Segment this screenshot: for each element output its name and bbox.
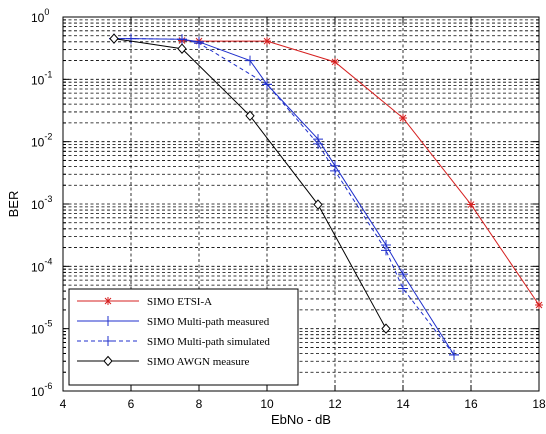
legend-item: SIMO Multi-path measured	[77, 316, 270, 328]
x-tick-label: 10	[260, 397, 274, 411]
legend-label: SIMO Multi-path measured	[147, 316, 270, 328]
x-tick-label: 16	[464, 397, 478, 411]
data-point	[398, 269, 408, 280]
x-tick-label: 18	[532, 397, 546, 411]
legend-item: SIMO Multi-path simulated	[77, 336, 270, 348]
y-tick-label: 10-3	[31, 194, 52, 212]
legend-marker	[103, 336, 113, 346]
x-tick-label: 14	[396, 397, 410, 411]
data-point	[399, 113, 407, 122]
series-3	[109, 33, 459, 360]
y-tick-labels: 100 10-1 10-2 10-3 10-4 10-5 10-6	[31, 7, 52, 399]
y-tick-label: 10-4	[31, 256, 52, 274]
data-point	[535, 300, 543, 309]
x-tick-label: 12	[328, 397, 342, 411]
legend-marker	[103, 316, 113, 326]
data-point	[177, 34, 187, 45]
data-point	[398, 283, 408, 294]
x-tick-label: 8	[196, 397, 203, 411]
data-point	[109, 33, 119, 44]
legend: SIMO ETSI-A SIMO Multi-path measured SIMO …	[68, 288, 299, 386]
legend-label: SIMO AWGN measure	[147, 356, 249, 368]
data-point	[245, 55, 255, 66]
data-point	[126, 33, 136, 44]
data-point	[177, 43, 187, 54]
y-tick-label: 10-1	[31, 69, 52, 87]
legend-box	[68, 288, 299, 386]
x-tick-labels: 4 6 8 10 12 14 16 18	[60, 397, 546, 411]
data-point	[330, 165, 340, 176]
data-point	[263, 37, 271, 46]
y-axis-label: BER	[6, 191, 21, 218]
y-tick-label: 10-5	[31, 319, 52, 337]
x-axis-label: EbNo - dB	[271, 412, 331, 427]
series-4	[109, 33, 391, 334]
x-tick-label: 6	[128, 397, 135, 411]
x-tick-label: 4	[60, 397, 67, 411]
data-point	[313, 199, 323, 210]
data-point	[381, 323, 391, 334]
data-point	[313, 138, 323, 149]
data-point	[194, 38, 204, 49]
legend-item: SIMO AWGN measure	[77, 355, 249, 368]
data-point	[449, 349, 459, 360]
legend-marker	[104, 297, 112, 305]
data-point	[467, 200, 475, 209]
data-point	[381, 245, 391, 256]
plot-frame	[62, 16, 540, 392]
legend-label: SIMO Multi-path simulated	[147, 336, 270, 348]
y-tick-label: 10-2	[31, 132, 52, 150]
series-layer	[109, 33, 543, 360]
legend-item: SIMO ETSI-A	[77, 296, 212, 308]
y-tick-label: 10-6	[31, 381, 52, 399]
legend-marker	[103, 355, 113, 367]
y-tick-label: 100	[31, 7, 49, 25]
data-point	[262, 79, 272, 90]
series-line	[114, 38, 455, 356]
data-point	[245, 110, 255, 122]
legend-label: SIMO ETSI-A	[147, 296, 212, 308]
data-point	[331, 57, 339, 66]
